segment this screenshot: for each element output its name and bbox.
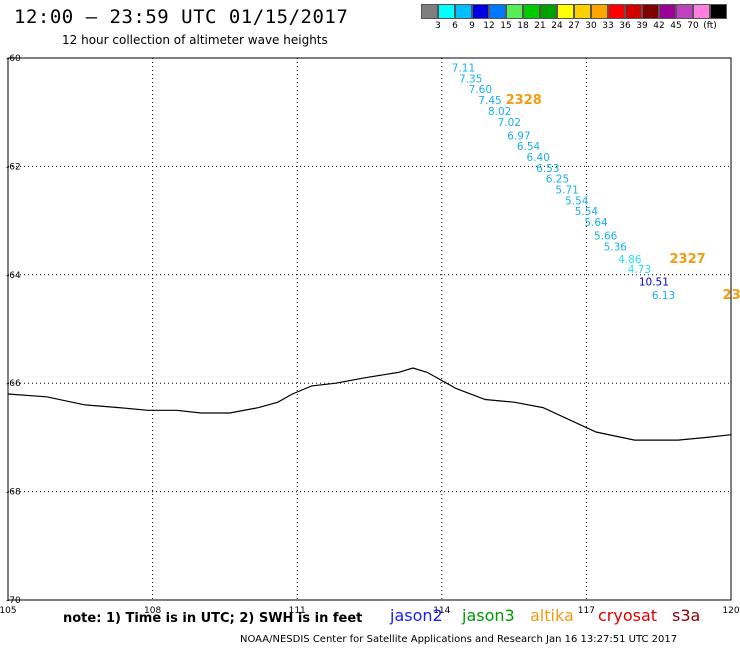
lon-tick-label: 108 <box>144 606 161 616</box>
credit-line: NOAA/NESDIS Center for Satellite Applica… <box>240 634 678 645</box>
color-scale-label: 70 <box>687 21 699 31</box>
antarctic-coastline <box>7 367 732 441</box>
lon-tick-label: 105 <box>0 606 17 616</box>
wave-height-value: 8.02 <box>488 106 511 118</box>
color-scale-label: 6 <box>452 21 458 31</box>
lat-tick-label: -68 <box>6 488 21 498</box>
color-swatch <box>642 4 659 19</box>
units-note: note: 1) Time is in UTC; 2) SWH is in fe… <box>63 611 363 626</box>
color-scale-label: (ft) <box>703 21 717 31</box>
color-swatch <box>591 4 608 19</box>
chart-subtitle: 12 hour collection of altimeter wave hei… <box>62 33 328 47</box>
lon-tick-label: 117 <box>578 606 595 616</box>
color-swatch <box>659 4 676 19</box>
color-swatch <box>489 4 506 19</box>
lon-tick-label: 120 <box>722 606 739 616</box>
wave-height-value: 5.36 <box>604 241 628 253</box>
color-swatch <box>574 4 591 19</box>
color-swatch <box>710 4 727 19</box>
color-swatch <box>523 4 540 19</box>
wave-height-value: 5.54 <box>565 195 589 207</box>
map-frame <box>7 57 732 601</box>
lat-tick-label: -66 <box>6 379 21 389</box>
color-swatch <box>421 4 438 19</box>
color-scale-label: 39 <box>636 21 648 31</box>
color-swatch <box>676 4 693 19</box>
color-swatch <box>608 4 625 19</box>
color-scale-label: 18 <box>517 21 529 31</box>
pass-number-label: 2327 <box>670 252 706 267</box>
wave-height-value: 5.54 <box>575 206 599 218</box>
wave-height-value: 7.45 <box>478 95 501 107</box>
color-swatch <box>557 4 574 19</box>
wave-height-value: 6.13 <box>652 290 675 302</box>
lat-tick-label: -60 <box>6 54 21 64</box>
lon-tick-label: 111 <box>289 606 306 616</box>
wave-height-value: 7.35 <box>459 73 482 85</box>
wave-height-value: 10.51 <box>639 277 669 289</box>
color-swatch <box>506 4 523 19</box>
legend-altika: altika <box>530 606 574 625</box>
wave-height-value: 6.25 <box>546 174 569 186</box>
color-swatch <box>472 4 489 19</box>
legend-cryosat: cryosat <box>598 606 658 625</box>
wave-height-value: 7.60 <box>469 84 492 96</box>
wave-height-value: 5.66 <box>594 231 618 243</box>
color-scale-label: 30 <box>585 21 597 31</box>
color-swatch <box>625 4 642 19</box>
color-scale-label: 24 <box>551 21 563 31</box>
legend-jason3: jason3 <box>462 606 515 625</box>
wave-height-value: 6.53 <box>536 163 559 175</box>
color-scale-label: 15 <box>500 21 512 31</box>
pass-number-label: 2328 <box>506 93 542 108</box>
wave-height-value: 6.40 <box>527 152 550 164</box>
color-scale-labels: 3 6 9 12 15 18 21 24 27 30 33 36 39 42 45 70 (ft) <box>421 21 740 35</box>
wave-height-value: 4.86 <box>618 254 642 266</box>
color-scale-label: 33 <box>602 21 614 31</box>
wave-height-value: 5.64 <box>584 217 608 229</box>
pass-number-label: 2326 <box>723 288 740 303</box>
chart-title: 12:00 – 23:59 UTC 01/15/2017 <box>14 6 349 28</box>
wave-height-value: 6.97 <box>507 130 530 142</box>
lon-tick-label: 114 <box>433 606 450 616</box>
color-scale-label: 3 <box>435 21 441 31</box>
color-scale-label: 36 <box>619 21 631 31</box>
color-scale-label: 42 <box>653 21 665 31</box>
wave-height-value: 5.71 <box>555 185 578 197</box>
color-swatch <box>438 4 455 19</box>
legend-s3a: s3a <box>672 606 701 625</box>
color-scale-label: 12 <box>483 21 495 31</box>
wave-height-value: 4.73 <box>628 264 651 276</box>
wave-height-value: 7.02 <box>498 117 521 129</box>
color-swatch <box>455 4 472 19</box>
lat-tick-label: -62 <box>6 162 21 172</box>
lat-tick-label: -70 <box>6 596 21 606</box>
color-scale-label: 21 <box>534 21 546 31</box>
color-scale-label: 27 <box>568 21 580 31</box>
color-scale-label: 9 <box>469 21 475 31</box>
legend-jason2: jason2 <box>390 606 443 625</box>
color-swatch <box>693 4 710 19</box>
color-swatch <box>540 4 557 19</box>
color-scale-label: 45 <box>670 21 682 31</box>
wave-height-value: 6.54 <box>517 141 541 153</box>
color-scale-bar <box>421 4 727 19</box>
wave-height-value: 7.11 <box>452 63 475 75</box>
lat-tick-label: -64 <box>6 271 21 281</box>
